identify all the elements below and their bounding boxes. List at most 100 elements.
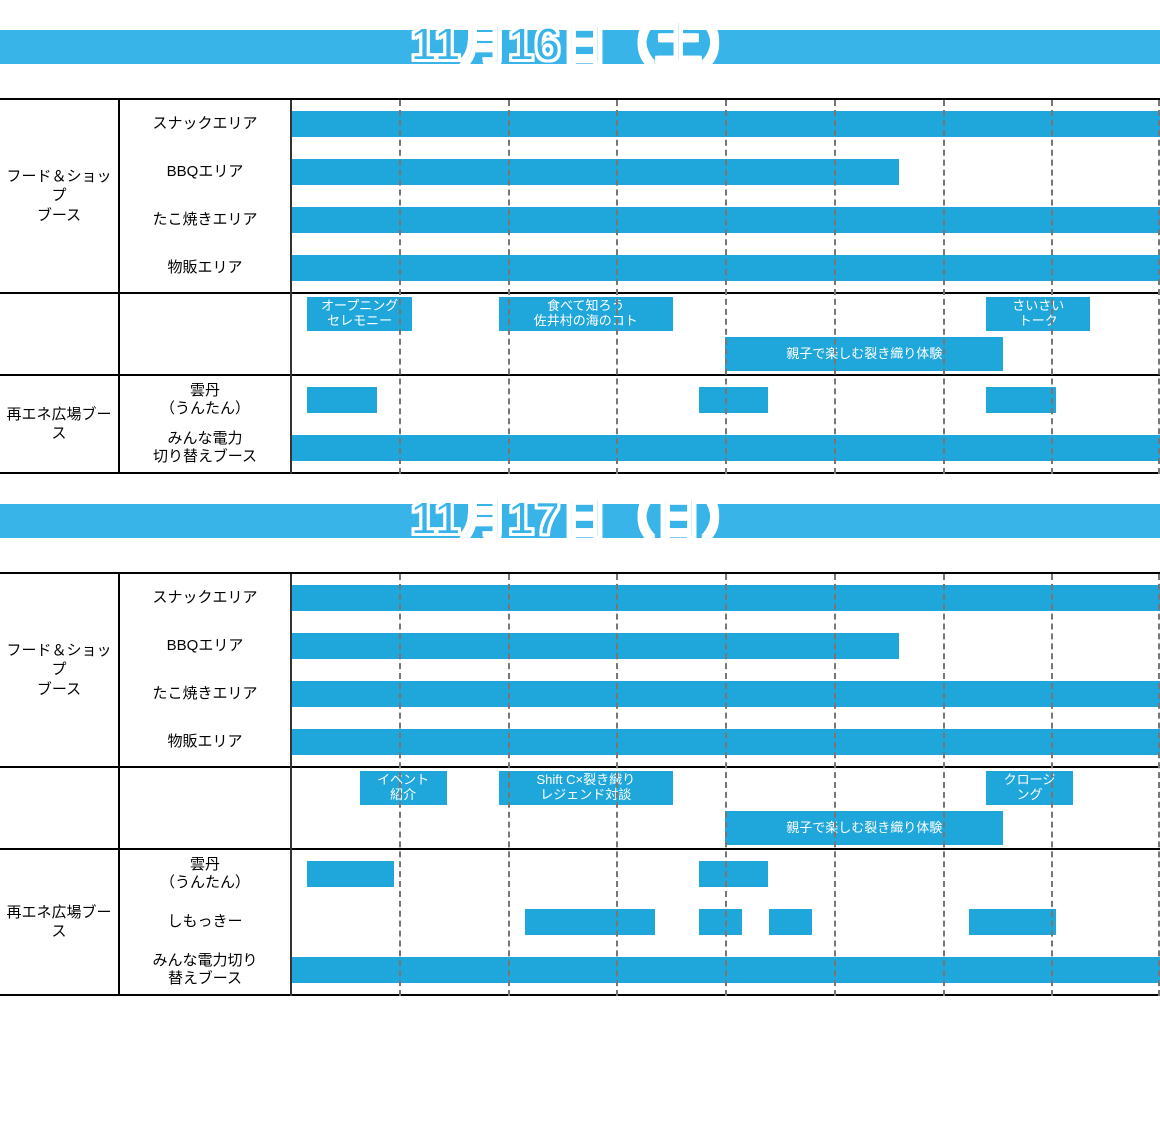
timeline-row: 物販エリア <box>120 244 1160 292</box>
section-label: 再エネ広場ブース <box>0 850 120 994</box>
section-label: 再エネ広場ブース <box>0 376 120 472</box>
schedule-bar <box>290 633 899 659</box>
section-rows: オープニング セレモニー 食べて知ろう 佐井村の海のコト さいさい トーク親子で楽し… <box>120 294 1160 374</box>
event-box: クロージ ング <box>986 771 1073 805</box>
schedule-bar <box>290 159 899 185</box>
timeline-row: みんな電力切り 替えブース <box>120 946 1160 994</box>
section: フード＆ショップ ブーススナックエリア BBQエリアたこ焼きエリア物販エリア <box>0 100 1160 294</box>
row-label: スナックエリア <box>120 113 290 135</box>
row-label <box>120 826 290 830</box>
section-label: フード＆ショップ ブース <box>0 574 120 766</box>
day-header: 11月17日（日） <box>0 482 1160 556</box>
event-box: イベント 紹介 <box>360 771 447 805</box>
section-rows: スナックエリア BBQエリアたこ焼きエリア物販エリア <box>120 100 1160 292</box>
row-label: たこ焼きエリア <box>120 209 290 231</box>
row-label: BBQエリア <box>120 635 290 657</box>
row-label <box>120 352 290 356</box>
section-label <box>0 294 120 374</box>
section-label <box>0 768 120 848</box>
timeline-row: スナックエリア <box>120 100 1160 148</box>
timeline-row: イベント 紹介Shift C×裂き織り レジェンド対談クロージ ング <box>120 768 1160 808</box>
schedule-bar <box>769 909 813 935</box>
schedule-bar <box>290 585 1160 611</box>
row-track <box>290 376 1160 424</box>
section-rows: 雲丹 （うんたん） しもっきーみんな電力切り 替えブース <box>120 850 1160 994</box>
row-track <box>290 574 1160 622</box>
row-label: みんな電力切り 替えブース <box>120 950 290 990</box>
schedule-bar <box>986 387 1056 413</box>
schedule-bar <box>525 909 656 935</box>
row-track <box>290 100 1160 148</box>
schedule-bar <box>290 435 1160 461</box>
day-title: 11月16日（土） <box>0 8 1160 74</box>
row-track <box>290 850 1160 898</box>
row-track: 親子で楽しむ裂き織り体験 <box>290 808 1160 848</box>
section: フード＆ショップ ブーススナックエリア BBQエリアたこ焼きエリア物販エリア <box>0 574 1160 768</box>
day-title: 11月17日（日） <box>0 482 1160 548</box>
row-label: スナックエリア <box>120 587 290 609</box>
event-box: オープニング セレモニー <box>307 297 411 331</box>
schedule-bar <box>290 957 1160 983</box>
row-label <box>120 312 290 316</box>
row-label: 雲丹 （うんたん） <box>120 380 290 420</box>
row-track <box>290 718 1160 766</box>
row-label: BBQエリア <box>120 161 290 183</box>
event-box: 親子で楽しむ裂き織り体験 <box>725 811 1003 845</box>
row-label: しもっきー <box>120 911 290 933</box>
time-axis <box>0 556 1160 574</box>
row-label: 雲丹 （うんたん） <box>120 854 290 894</box>
row-track <box>290 670 1160 718</box>
event-box: 親子で楽しむ裂き織り体験 <box>725 337 1003 371</box>
section: 再エネ広場ブース雲丹 （うんたん） みんな電力 切り替えブース <box>0 376 1160 474</box>
timeline-row: 雲丹 （うんたん） <box>120 850 1160 898</box>
event-box: さいさい トーク <box>986 297 1090 331</box>
schedule-bar <box>699 909 743 935</box>
row-track <box>290 244 1160 292</box>
schedule-bar <box>290 729 1160 755</box>
timeline-row: BBQエリア <box>120 148 1160 196</box>
section: オープニング セレモニー 食べて知ろう 佐井村の海のコト さいさい トーク親子で楽し… <box>0 294 1160 376</box>
row-track: オープニング セレモニー 食べて知ろう 佐井村の海のコト さいさい トーク <box>290 294 1160 334</box>
timeline-row: オープニング セレモニー 食べて知ろう 佐井村の海のコト さいさい トーク <box>120 294 1160 334</box>
timeline-row: 親子で楽しむ裂き織り体験 <box>120 808 1160 848</box>
section-rows: イベント 紹介Shift C×裂き織り レジェンド対談クロージ ング親子で楽しむ… <box>120 768 1160 848</box>
row-track <box>290 424 1160 472</box>
section-rows: スナックエリア BBQエリアたこ焼きエリア物販エリア <box>120 574 1160 766</box>
timeline-row: 雲丹 （うんたん） <box>120 376 1160 424</box>
section: 再エネ広場ブース雲丹 （うんたん） しもっきーみんな電力切り 替えブース <box>0 850 1160 996</box>
row-track: イベント 紹介Shift C×裂き織り レジェンド対談クロージ ング <box>290 768 1160 808</box>
schedule-bar <box>290 111 1160 137</box>
schedule-bar <box>290 207 1160 233</box>
schedule-bar <box>307 387 377 413</box>
row-track <box>290 148 1160 196</box>
row-track <box>290 196 1160 244</box>
time-axis <box>0 82 1160 100</box>
schedule-bar <box>290 681 1160 707</box>
section-label: フード＆ショップ ブース <box>0 100 120 292</box>
row-label: みんな電力 切り替えブース <box>120 428 290 468</box>
day-header: 11月16日（土） <box>0 8 1160 82</box>
timeline-row: BBQエリア <box>120 622 1160 670</box>
row-label <box>120 786 290 790</box>
schedule-bar <box>969 909 1056 935</box>
timeline-row: スナックエリア <box>120 574 1160 622</box>
section-rows: 雲丹 （うんたん） みんな電力 切り替えブース <box>120 376 1160 472</box>
timeline-row: 親子で楽しむ裂き織り体験 <box>120 334 1160 374</box>
event-box: 食べて知ろう 佐井村の海のコト <box>499 297 673 331</box>
timeline-row: しもっきー <box>120 898 1160 946</box>
timeline-row: 物販エリア <box>120 718 1160 766</box>
timeline-row: たこ焼きエリア <box>120 196 1160 244</box>
row-label: 物販エリア <box>120 257 290 279</box>
timeline-row: たこ焼きエリア <box>120 670 1160 718</box>
timeline-area: フード＆ショップ ブーススナックエリアBBQエリアたこ焼きエリア物販エリアイベン… <box>0 574 1160 996</box>
timeline-row: みんな電力 切り替えブース <box>120 424 1160 472</box>
schedule-bar <box>290 255 1160 281</box>
schedule-bar <box>699 387 769 413</box>
section: イベント 紹介Shift C×裂き織り レジェンド対談クロージ ング親子で楽しむ… <box>0 768 1160 850</box>
row-track: 親子で楽しむ裂き織り体験 <box>290 334 1160 374</box>
row-track <box>290 946 1160 994</box>
row-label: たこ焼きエリア <box>120 683 290 705</box>
schedule-root: 11月16日（土）フード＆ショップ ブーススナックエリアBBQエリアたこ焼きエリ… <box>0 8 1160 996</box>
row-track <box>290 622 1160 670</box>
schedule-bar <box>307 861 394 887</box>
